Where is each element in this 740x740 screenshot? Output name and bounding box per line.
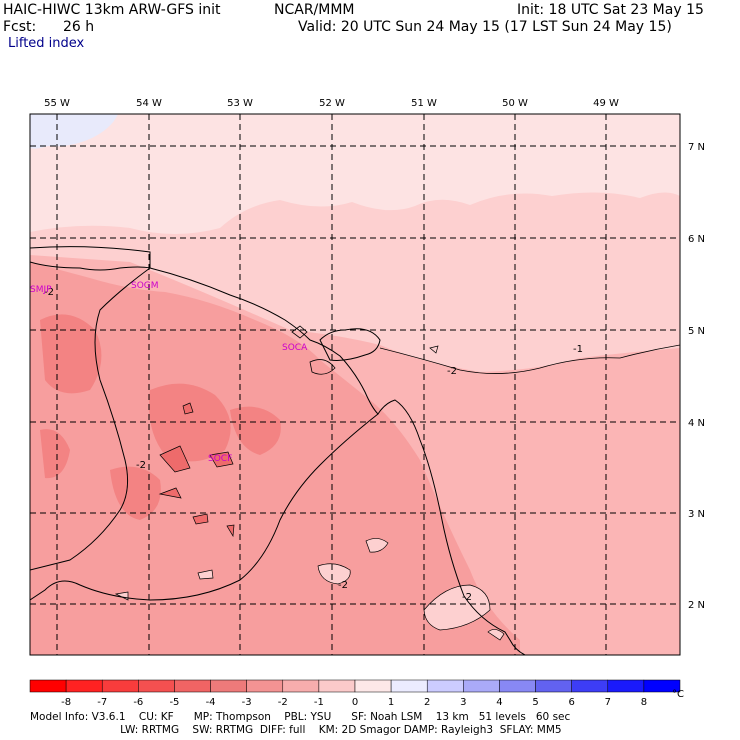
colorbar: -8 -7 -6 -5 -4 -3 -2 -1 0 1 2 3 4 5 6 7 8 °C <box>29 679 684 708</box>
lat-label: 3 N <box>688 509 705 520</box>
contour-label: -2 <box>462 592 472 603</box>
colorbar-cell <box>354 679 392 693</box>
contour-label: -2 <box>44 287 54 298</box>
model-info-line1: Model Info: V3.6.1 CU: KF MP: Thompson P… <box>30 711 571 723</box>
colorbar-cell <box>463 679 500 693</box>
colorbar-cell <box>426 679 464 693</box>
station-label: SOGM <box>131 281 159 291</box>
colorbar-cell <box>318 679 356 693</box>
fcst-label: Fcst: <box>3 19 37 35</box>
colorbar-cell <box>138 679 175 693</box>
colorbar-cell <box>607 679 645 693</box>
positive-area <box>30 114 118 149</box>
contour-label: -2 <box>136 460 146 471</box>
lat-label: 4 N <box>688 418 705 429</box>
border-line <box>30 267 151 571</box>
colorbar-tick: -1 <box>314 697 324 708</box>
colorbar-tick: 1 <box>388 697 394 708</box>
lon-label: 49 W <box>593 98 619 109</box>
colorbar-cell <box>571 679 609 693</box>
colorbar-tick: 5 <box>532 697 538 708</box>
station-label: SOCF <box>208 454 232 464</box>
colorbar-cell <box>535 679 572 693</box>
contour-label: -1 <box>573 344 583 355</box>
colorbar-cell <box>174 679 211 693</box>
colorbar-cell <box>101 679 139 693</box>
colorbar-tick: -2 <box>278 697 288 708</box>
lon-label: 52 W <box>319 98 345 109</box>
coastline <box>291 325 308 339</box>
lat-label: 7 N <box>688 142 705 153</box>
colorbar-tick: -3 <box>242 697 252 708</box>
field-name: Lifted index <box>8 36 85 51</box>
contour-label: -2 <box>447 366 457 377</box>
station-label: SOCA <box>282 343 308 353</box>
coastline <box>30 261 151 271</box>
lat-label: 5 N <box>688 326 705 337</box>
shade-band <box>30 262 520 655</box>
map-svg: 55 W 54 W 53 W 52 W 51 W 50 W 49 W 7 N 6… <box>29 98 705 656</box>
colorbar-cell <box>65 679 103 693</box>
coastline <box>309 359 336 375</box>
lon-label: 54 W <box>136 98 162 109</box>
colorbar-tick: 0 <box>352 697 358 708</box>
coastline <box>30 246 526 655</box>
colorbar-tick: -7 <box>97 697 107 708</box>
lon-label: 50 W <box>502 98 528 109</box>
org-label: NCAR/MMM <box>274 2 355 18</box>
fcst-value: 26 h <box>63 19 95 35</box>
colorbar-cell <box>282 679 320 693</box>
border-line <box>30 413 379 601</box>
colorbar-tick: 4 <box>496 697 502 708</box>
colorbar-tick: -8 <box>61 697 71 708</box>
colorbar-cell <box>210 679 247 693</box>
colorbar-tick: 2 <box>424 697 430 708</box>
colorbar-cell <box>390 679 428 693</box>
map-frame <box>29 113 681 656</box>
lon-label: 53 W <box>227 98 253 109</box>
colorbar-cell <box>499 679 536 693</box>
colorbar-tick: 3 <box>460 697 466 708</box>
lon-label: 55 W <box>44 98 70 109</box>
init-time: Init: 18 UTC Sat 23 May 15 <box>517 2 704 18</box>
colorbar-cell <box>643 679 681 693</box>
graticule <box>30 114 680 655</box>
colorbar-tick: -6 <box>133 697 143 708</box>
colorbar-unit: °C <box>672 689 684 700</box>
shade-band <box>40 314 281 520</box>
shade-band <box>114 345 505 641</box>
valid-time: Valid: 20 UTC Sun 24 May 15 (17 LST Sun … <box>298 19 672 35</box>
colorbar-tick: 6 <box>568 697 574 708</box>
lat-label: 6 N <box>688 234 705 245</box>
station-label: SMJP <box>30 285 52 295</box>
model-title: HAIC-HIWC 13km ARW-GFS init <box>3 2 221 18</box>
shade-band <box>158 402 235 538</box>
colorbar-tick: 8 <box>641 697 647 708</box>
colorbar-cell <box>29 679 67 693</box>
colorbar-tick: -5 <box>169 697 179 708</box>
colorbar-tick: 7 <box>605 697 611 708</box>
lon-label: 51 W <box>411 98 437 109</box>
contour-line <box>379 344 680 374</box>
lat-label: 2 N <box>688 600 705 611</box>
model-info-line2: LW: RRTMG SW: RRTMG DIFF: full KM: 2D Sm… <box>30 724 562 736</box>
colorbar-cell <box>246 679 284 693</box>
contour-label: -2 <box>338 580 348 591</box>
coastline <box>319 328 381 361</box>
colorbar-tick: -4 <box>206 697 216 708</box>
